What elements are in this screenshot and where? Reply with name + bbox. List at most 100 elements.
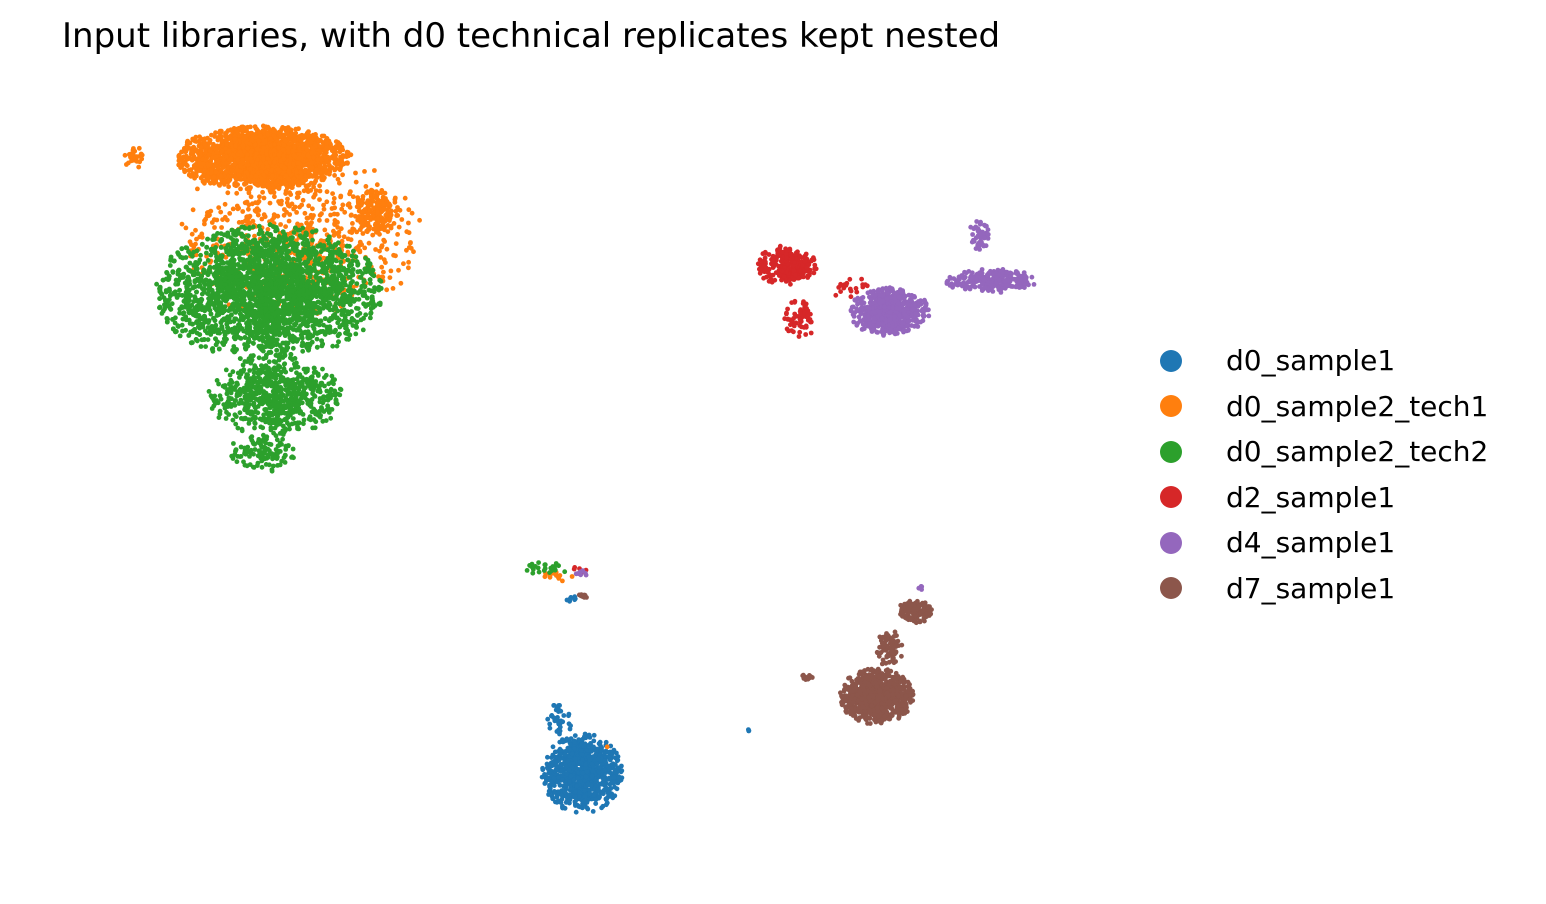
- data-point: [232, 181, 238, 187]
- data-point: [231, 125, 237, 131]
- data-point: [582, 798, 588, 804]
- data-point: [311, 213, 316, 218]
- data-point: [245, 125, 250, 131]
- data-point: [587, 757, 593, 763]
- data-point: [290, 179, 295, 185]
- data-point: [210, 144, 216, 150]
- data-point: [351, 227, 357, 232]
- data-point: [272, 194, 277, 200]
- data-point: [566, 792, 572, 798]
- data-point: [184, 142, 190, 148]
- data-point: [560, 739, 566, 745]
- data-point: [332, 205, 338, 211]
- data-point: [287, 212, 293, 217]
- data-point: [311, 154, 316, 160]
- data-point: [406, 259, 411, 265]
- data-point: [281, 142, 287, 148]
- data-point: [189, 231, 195, 237]
- data-point: [345, 160, 350, 166]
- data-point: [584, 769, 590, 775]
- data-point: [324, 189, 330, 195]
- data-point: [348, 152, 354, 158]
- data-point: [553, 763, 559, 769]
- data-point: [364, 229, 370, 235]
- data-point: [310, 145, 316, 151]
- data-point: [614, 758, 620, 764]
- data-point: [195, 186, 200, 192]
- data-point: [202, 180, 207, 186]
- data-point: [182, 161, 188, 166]
- data-point: [321, 133, 327, 139]
- data-point: [551, 703, 557, 708]
- data-point: [547, 721, 553, 727]
- data-point: [227, 211, 233, 216]
- data-point: [314, 175, 320, 181]
- data-point: [604, 796, 610, 802]
- data-point: [261, 172, 266, 178]
- data-point: [320, 177, 326, 183]
- data-point: [567, 726, 573, 732]
- data-point: [281, 153, 286, 159]
- data-point: [282, 179, 287, 184]
- data-point: [612, 767, 618, 773]
- data-point: [218, 173, 224, 179]
- data-point: [293, 126, 299, 132]
- data-point: [302, 210, 308, 216]
- data-point: [221, 157, 226, 163]
- data-point: [198, 175, 204, 181]
- data-point: [130, 147, 136, 153]
- data-point: [214, 149, 220, 155]
- data-point: [306, 203, 312, 209]
- data-point: [220, 165, 226, 171]
- data-point: [249, 174, 254, 179]
- data-point: [272, 142, 277, 148]
- data-point: [313, 167, 319, 173]
- data-point: [309, 165, 315, 171]
- series-d0_sample2_tech2: [154, 222, 568, 576]
- data-point: [408, 245, 414, 251]
- data-point: [550, 744, 556, 750]
- series-d0_sample2_tech1: [122, 123, 610, 750]
- data-point: [286, 218, 292, 224]
- data-point: [187, 172, 192, 178]
- data-point: [384, 207, 390, 213]
- data-point: [374, 182, 380, 188]
- data-point: [261, 156, 266, 162]
- data-point: [375, 209, 380, 215]
- data-point: [600, 791, 606, 797]
- data-point: [275, 167, 281, 172]
- data-point: [397, 207, 403, 213]
- data-point: [406, 265, 411, 271]
- data-point: [380, 201, 386, 207]
- data-point: [356, 214, 362, 219]
- data-point: [563, 782, 568, 788]
- data-point: [602, 758, 607, 764]
- data-point: [322, 227, 328, 233]
- data-point: [255, 212, 261, 218]
- data-point: [360, 231, 366, 236]
- data-point: [409, 210, 415, 216]
- data-point: [560, 803, 565, 809]
- data-point: [573, 798, 578, 804]
- data-point: [281, 212, 287, 218]
- data-point: [617, 778, 622, 784]
- data-point: [178, 156, 183, 162]
- data-point: [234, 190, 240, 196]
- data-point: [602, 768, 608, 773]
- data-point: [304, 147, 310, 153]
- data-point: [136, 145, 142, 151]
- data-point: [239, 152, 245, 158]
- data-point: [348, 237, 354, 243]
- data-point: [232, 136, 238, 142]
- data-point: [317, 188, 323, 194]
- data-point: [317, 170, 323, 176]
- data-point: [272, 159, 277, 165]
- data-point: [406, 220, 411, 226]
- data-point: [323, 167, 329, 173]
- data-point: [395, 232, 400, 237]
- data-point: [341, 234, 347, 240]
- data-point: [288, 192, 294, 198]
- data-point: [212, 225, 217, 230]
- data-point: [298, 142, 304, 147]
- data-point: [196, 168, 202, 174]
